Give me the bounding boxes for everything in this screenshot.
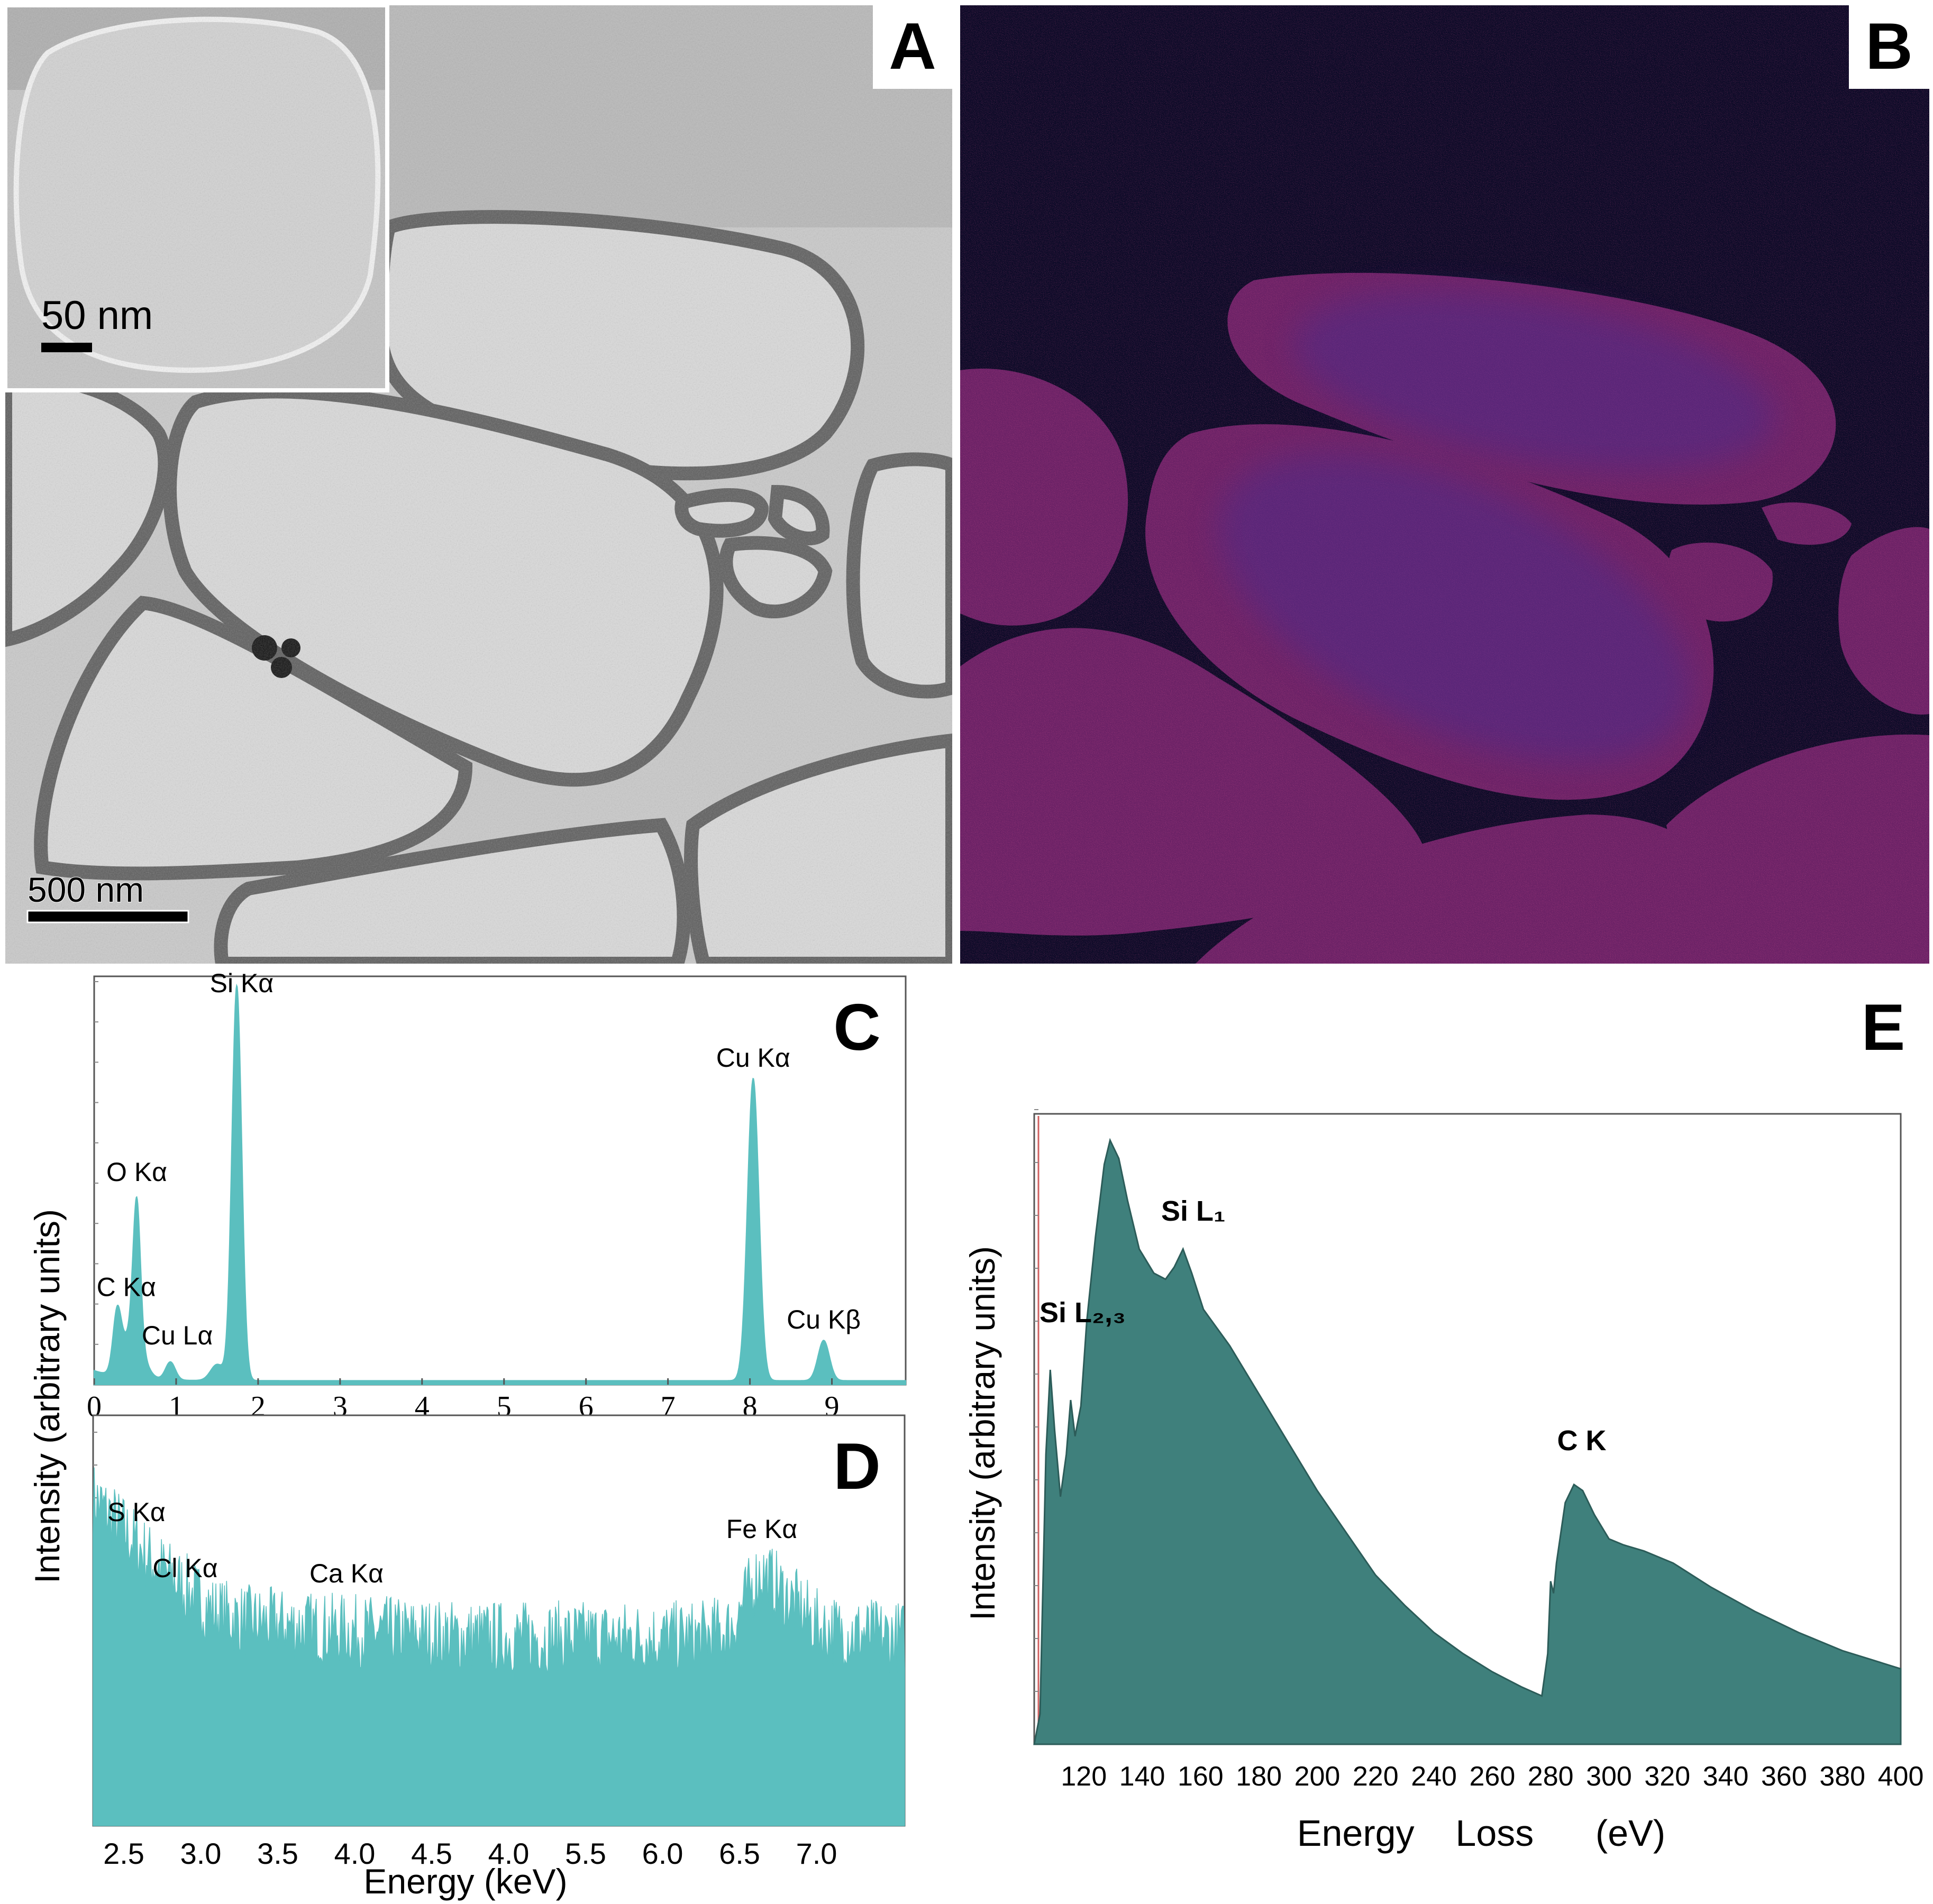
panel-d-label: D bbox=[833, 1430, 881, 1503]
chart-c-plot-area bbox=[93, 975, 907, 1386]
chart-d-peak-label: Cl Kα bbox=[152, 1553, 217, 1583]
chart-c-peak-label: C Kα bbox=[97, 1272, 156, 1302]
chart-d-x-tick-label: 6.0 bbox=[642, 1837, 683, 1870]
chart-d-peak-label: Ca Kα bbox=[309, 1559, 384, 1588]
chart-e-peak-labels: Si L₂,₃ Si L₁ C K bbox=[1040, 1195, 1607, 1457]
chart-e-series bbox=[1033, 1138, 1902, 1745]
chart-d-x-axis-title: Energy (keV) bbox=[363, 1862, 567, 1901]
chart-c-peak-labels: C Kα O Kα Cu Lα Si Kα Cu Kα Cu Kβ bbox=[97, 968, 861, 1350]
panel-b-label: B bbox=[1849, 5, 1929, 89]
chart-c-peak-label: Cu Lα bbox=[142, 1321, 213, 1350]
chart-e-x-tick-label: 180 bbox=[1236, 1761, 1282, 1792]
scale-line bbox=[26, 910, 189, 923]
chart-e-x-tick-label: 320 bbox=[1644, 1761, 1690, 1792]
chart-e-x-tick-label: 220 bbox=[1353, 1761, 1399, 1792]
chart-e-x-ticks: 120 140 160 180 200 220 240 260 280 300 320 340 360 3… bbox=[1061, 1761, 1923, 1792]
chart-d-spectrum-area bbox=[93, 1467, 905, 1826]
scale-label: 500 nm bbox=[28, 870, 144, 909]
chart-d-x-tick-label: 2.5 bbox=[103, 1837, 144, 1870]
panel-a-inset-scale-bar: 50 nm bbox=[41, 293, 153, 352]
chart-d-peak-labels: S Kα Cl Kα Ca Kα Fe Kα bbox=[107, 1497, 797, 1588]
panel-b-elemental-map bbox=[960, 5, 1929, 964]
chart-d-x-tick-label: 4.0 bbox=[334, 1837, 376, 1870]
chart-d-x-tick-label: 5.5 bbox=[565, 1837, 606, 1870]
chart-e-x-axis-title: Energy Loss (eV) bbox=[1297, 1813, 1665, 1854]
chart-e-peak-label: C K bbox=[1557, 1425, 1607, 1457]
chart-e-spectrum-area bbox=[1033, 1138, 1902, 1745]
chart-c-peak-label: Cu Kβ bbox=[787, 1305, 861, 1334]
panel-a-scale-bar: 500 nm bbox=[26, 869, 189, 923]
chart-cd-y-axis-title: Intensity (arbitrary units) bbox=[28, 1209, 67, 1583]
chart-c-peak-label: O Kα bbox=[106, 1157, 167, 1187]
chart-c-peak-label: Si Kα bbox=[210, 968, 274, 998]
chart-e-x-tick-label: 400 bbox=[1878, 1761, 1924, 1792]
chart-d-series bbox=[93, 1467, 905, 1826]
panel-a-label: A bbox=[873, 5, 952, 89]
inset-scale-line bbox=[41, 343, 92, 352]
chart-e-x-tick-label: 300 bbox=[1586, 1761, 1632, 1792]
inset-scale-label: 50 nm bbox=[41, 293, 153, 338]
panel-a-inset bbox=[3, 3, 389, 392]
chart-c-series bbox=[94, 983, 906, 1385]
chart-e-x-tick-label: 240 bbox=[1411, 1761, 1457, 1792]
chart-d-peak-label: S Kα bbox=[107, 1497, 166, 1527]
svg-text:B: B bbox=[1865, 10, 1913, 83]
panel-d-eds-chart: 2.5 3.0 3.5 4.0 4.5 4.0 5.5 6.0 6.5 7.0 S Kα Cl Kα… bbox=[92, 1414, 906, 1901]
chart-e-x-tick-label: 340 bbox=[1703, 1761, 1749, 1792]
chart-d-peak-label: Fe Kα bbox=[726, 1514, 798, 1544]
chart-e-peak-label: Si L₁ bbox=[1161, 1195, 1225, 1227]
chart-d-x-tick-label: 7.0 bbox=[796, 1837, 837, 1870]
chart-c-spectrum-area bbox=[94, 983, 906, 1385]
svg-text:A: A bbox=[889, 10, 936, 83]
chart-d-x-tick-label: 4.5 bbox=[411, 1837, 452, 1870]
map-blue-halo bbox=[1219, 292, 1774, 762]
chart-e-x-tick-label: 380 bbox=[1819, 1761, 1865, 1792]
chart-e-x-tick-label: 360 bbox=[1761, 1761, 1807, 1792]
panel-e-eels-chart: 120 140 160 180 200 220 240 260 280 300 320 340 360 3… bbox=[963, 991, 1923, 1854]
chart-e-y-ticks bbox=[1034, 1109, 1038, 1692]
chart-c-peak-label: Cu Kα bbox=[716, 1043, 790, 1073]
panel-c-label: C bbox=[833, 991, 881, 1064]
chart-e-x-tick-label: 140 bbox=[1119, 1761, 1165, 1792]
panel-e-label: E bbox=[1862, 991, 1905, 1064]
chart-c-y-ticks bbox=[94, 981, 98, 1345]
chart-d-x-ticks: 2.5 3.0 3.5 4.0 4.5 4.0 5.5 6.0 6.5 7.0 bbox=[103, 1837, 837, 1870]
chart-d-x-tick-label: 4.0 bbox=[488, 1837, 530, 1870]
chart-e-x-tick-label: 260 bbox=[1469, 1761, 1515, 1792]
chart-e-x-tick-label: 280 bbox=[1528, 1761, 1574, 1792]
chart-d-x-tick-label: 3.5 bbox=[257, 1837, 298, 1870]
chart-d-x-tick-label: 3.0 bbox=[180, 1837, 222, 1870]
chart-e-y-axis-title: Intensity (arbitrary units) bbox=[963, 1246, 1002, 1621]
chart-e-x-tick-label: 200 bbox=[1294, 1761, 1341, 1792]
chart-d-x-tick-label: 6.5 bbox=[719, 1837, 760, 1870]
chart-e-x-tick-label: 160 bbox=[1178, 1761, 1224, 1792]
chart-e-x-tick-label: 120 bbox=[1061, 1761, 1107, 1792]
chart-e-peak-label: Si L₂,₃ bbox=[1040, 1297, 1126, 1329]
